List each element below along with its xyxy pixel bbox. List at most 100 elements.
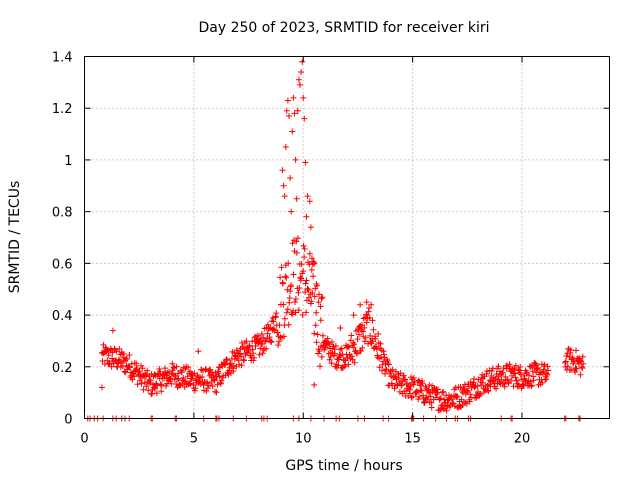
data-point — [256, 351, 263, 358]
data-point — [157, 368, 164, 375]
data-point — [433, 394, 439, 401]
data-point — [409, 393, 416, 400]
data-point — [297, 81, 303, 88]
data-point — [299, 58, 306, 65]
data-point — [175, 370, 181, 377]
data-point — [573, 347, 579, 354]
data-point — [303, 213, 310, 220]
data-point — [532, 360, 539, 367]
data-point — [501, 383, 508, 390]
data-point — [370, 326, 377, 333]
data-point — [292, 299, 298, 305]
data-point — [294, 235, 301, 242]
x-axis-label: GPS time / hours — [285, 458, 402, 474]
data-point — [527, 378, 534, 385]
data-point — [415, 377, 422, 384]
y-tick-labels: 0 0.2 0.4 0.6 0.8 1 1.2 1.4 — [52, 51, 73, 428]
data-point — [302, 159, 309, 166]
data-point — [419, 380, 426, 387]
data-point — [369, 317, 376, 324]
data-point — [290, 94, 297, 101]
data-point — [461, 381, 468, 388]
data-point — [147, 377, 154, 384]
data-point — [300, 94, 307, 101]
data-point — [195, 348, 202, 355]
data-point — [285, 260, 292, 267]
data-point — [576, 357, 583, 364]
data-point — [282, 144, 289, 150]
data-point — [459, 402, 466, 409]
data-point — [283, 107, 290, 114]
data-point — [539, 379, 546, 386]
data-point — [544, 371, 551, 378]
data-point — [319, 332, 326, 339]
data-point — [495, 373, 502, 380]
y-axis-label: SRMTID / TECUs — [7, 181, 23, 294]
data-point — [108, 363, 115, 370]
y-tick-label: 1.2 — [52, 102, 73, 117]
data-point — [427, 393, 434, 400]
data-point — [402, 376, 409, 383]
data-point — [302, 289, 309, 295]
data-point — [153, 390, 160, 397]
data-point — [572, 365, 579, 372]
data-point — [281, 193, 288, 200]
data-point — [485, 388, 492, 395]
data-point — [246, 342, 253, 349]
data-point — [359, 344, 366, 351]
data-point — [375, 331, 382, 337]
data-point — [361, 324, 368, 331]
data-point — [414, 388, 421, 395]
data-point — [227, 360, 234, 367]
data-point — [292, 309, 299, 316]
data-point — [299, 312, 306, 318]
data-point — [309, 255, 315, 262]
data-point — [295, 289, 302, 296]
data-point — [284, 97, 291, 104]
data-point — [362, 334, 369, 341]
data-point — [126, 364, 133, 371]
data-point — [530, 377, 537, 384]
data-point — [322, 337, 329, 344]
data-point — [437, 395, 444, 402]
data-point — [311, 293, 318, 300]
data-point — [298, 261, 305, 268]
data-point — [151, 385, 158, 392]
data-point — [284, 286, 291, 293]
data-point — [493, 385, 500, 392]
data-point — [457, 384, 464, 390]
data-point — [440, 388, 447, 395]
data-point — [373, 346, 380, 353]
data-point — [285, 321, 292, 328]
data-point — [288, 282, 295, 289]
data-point — [143, 383, 150, 390]
data-point — [238, 362, 245, 369]
data-point — [398, 382, 405, 388]
data-point — [517, 364, 524, 370]
data-point — [379, 367, 386, 374]
data-point — [309, 289, 316, 296]
data-point — [563, 353, 570, 359]
y-tick-label: 1 — [64, 154, 72, 169]
data-point — [417, 387, 424, 394]
data-point — [351, 341, 358, 348]
data-point — [251, 354, 258, 361]
data-point — [306, 198, 313, 205]
data-point — [301, 254, 308, 261]
data-point — [290, 271, 297, 278]
data-point — [377, 340, 384, 347]
data-point — [241, 357, 247, 364]
data-point — [512, 374, 519, 381]
data-point — [336, 351, 343, 358]
data-point — [303, 277, 310, 284]
data-point — [139, 365, 146, 372]
data-point — [109, 327, 116, 334]
data-point — [138, 380, 145, 387]
data-point — [280, 280, 286, 287]
data-point — [291, 110, 298, 117]
data-point — [307, 224, 314, 231]
data-point — [357, 348, 364, 354]
data-point — [357, 301, 364, 308]
data-point — [230, 368, 237, 375]
data-point — [224, 357, 231, 364]
